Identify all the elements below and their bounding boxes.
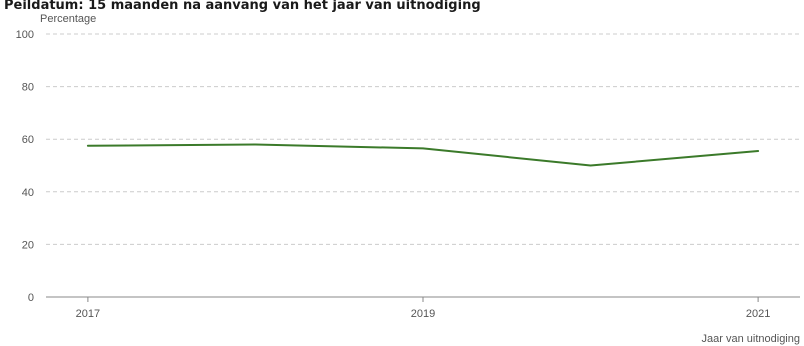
x-axis-label: Jaar van uitnodiging bbox=[702, 333, 800, 345]
series-line bbox=[86, 143, 760, 167]
x-tick-label: 2019 bbox=[411, 308, 435, 320]
x-tick-label: 2017 bbox=[76, 308, 100, 320]
x-tick-label: 2021 bbox=[746, 308, 770, 320]
y-tick-label: 20 bbox=[22, 239, 34, 251]
y-tick-label: 60 bbox=[22, 134, 34, 146]
y-tick-label: 0 bbox=[28, 292, 34, 304]
y-tick-label: 80 bbox=[22, 82, 34, 94]
y-axis-label: Percentage bbox=[40, 13, 96, 25]
y-tick-label: 100 bbox=[16, 29, 34, 41]
y-tick-label: 40 bbox=[22, 187, 34, 199]
x-axis-ticks: 2017 2019 2021 bbox=[76, 297, 770, 320]
y-axis-ticks: 0 20 40 60 80 100 bbox=[16, 29, 34, 304]
gridlines bbox=[46, 33, 800, 245]
chart-title: Peildatum: 15 maanden na aanvang van het… bbox=[4, 0, 481, 13]
series-layer bbox=[86, 143, 760, 167]
